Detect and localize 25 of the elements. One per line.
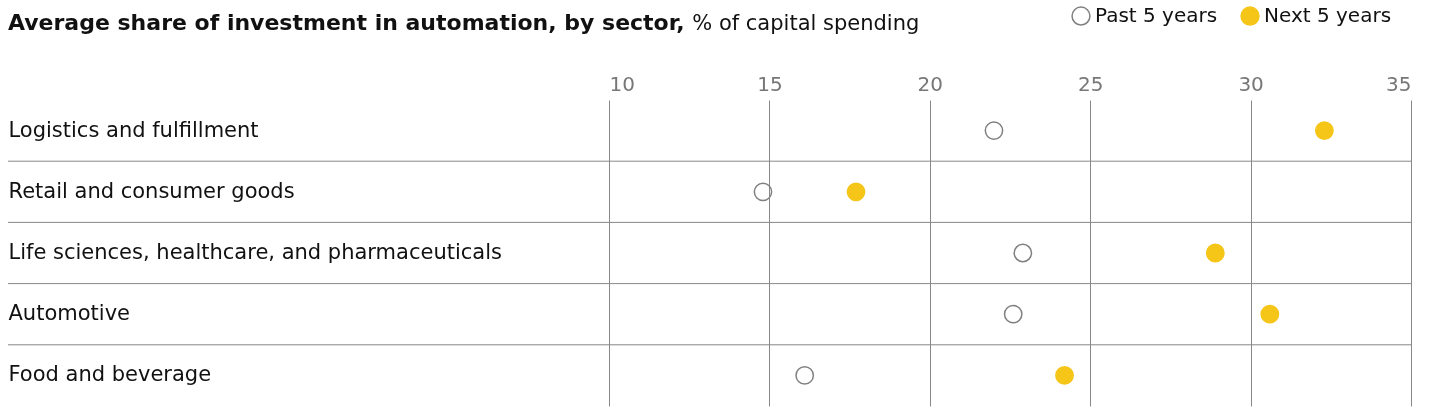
y-tick-label: Automotive [8, 301, 130, 326]
x-tick-label: 25 [1077, 71, 1104, 96]
point [1003, 304, 1023, 324]
point [984, 121, 1004, 140]
point [1260, 304, 1280, 324]
x-tick-label: 10 [609, 71, 635, 96]
chart-subtitle: % of capital spending [692, 11, 920, 35]
point [1055, 366, 1074, 385]
point [795, 366, 815, 385]
point [753, 182, 773, 202]
x-tick-label: 15 [757, 71, 783, 96]
y-tick-label: Life sciences, healthcare, and pharmaceuticals [8, 240, 502, 264]
point [846, 182, 866, 202]
x-tick-label: 30 [1238, 71, 1264, 96]
point [1314, 121, 1334, 140]
legend-label: Past 5 years [1095, 3, 1218, 28]
y-tick-label: Food and beverage [8, 362, 212, 387]
point [1205, 243, 1225, 263]
text: Average share of investment in automation, by sector, [8, 10, 685, 35]
legend-label: Next 5 years [1264, 3, 1392, 28]
y-tick-label: Logistics and fulfillment [8, 117, 259, 142]
x-tick-label: 35 [1386, 71, 1412, 96]
x-tick-label: 20 [917, 71, 944, 96]
y-tick-label: Retail and consumer goods [8, 178, 295, 203]
point [1013, 243, 1033, 263]
